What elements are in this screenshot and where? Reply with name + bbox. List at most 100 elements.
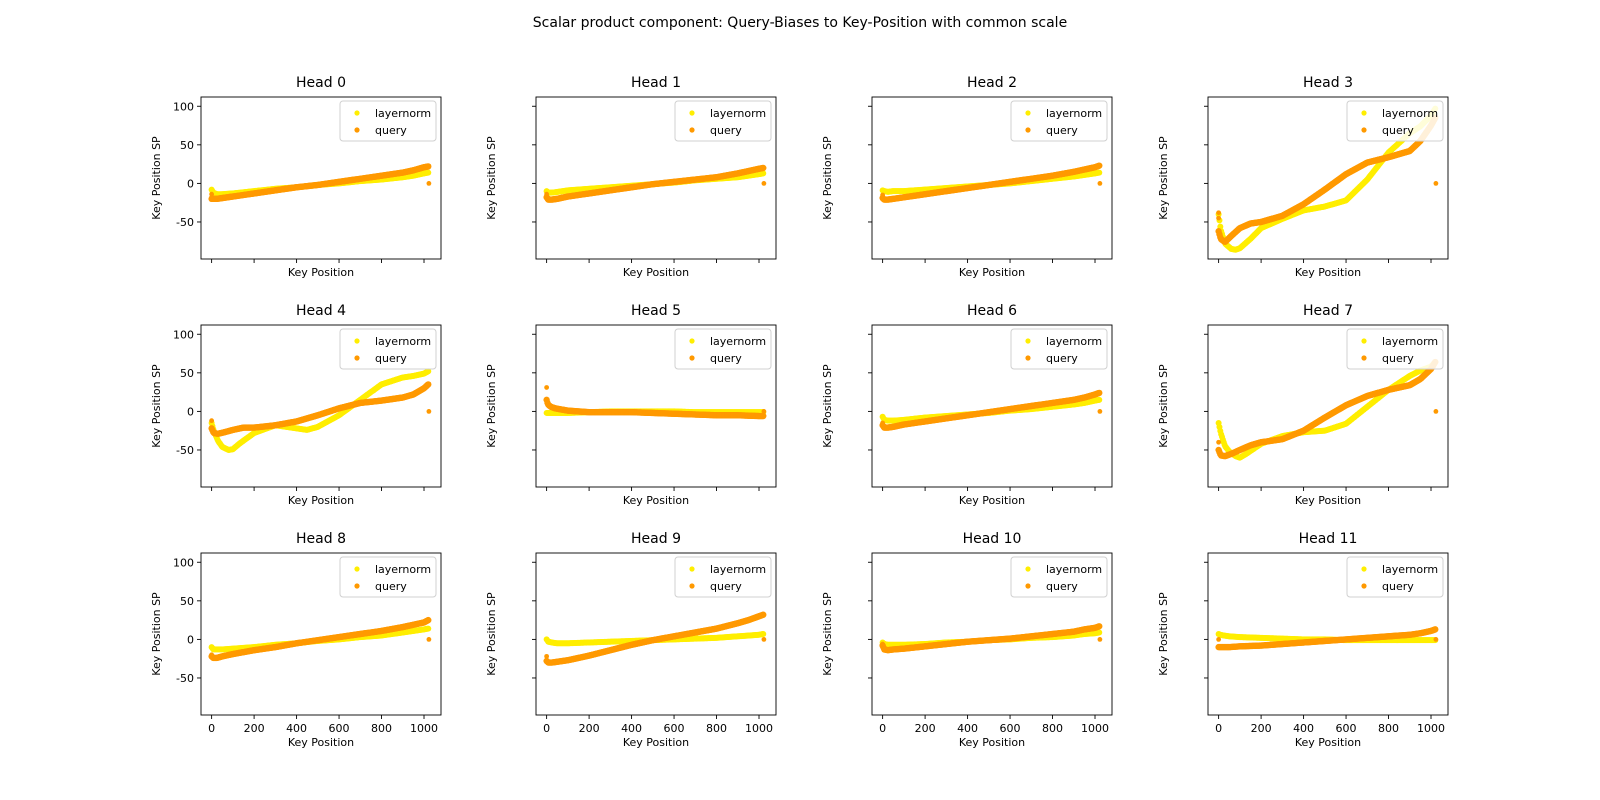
legend-marker-query [1361, 127, 1367, 133]
layernorm-point [425, 169, 432, 176]
legend-label-query: query [710, 352, 742, 365]
legend-marker-query [689, 127, 695, 133]
legend-marker-layernorm [1361, 338, 1367, 344]
y-tick-label: 0 [187, 405, 194, 418]
y-tick-label: 100 [173, 100, 194, 113]
legend-marker-query [1025, 127, 1031, 133]
layernorm-point [760, 170, 767, 177]
legend-marker-layernorm [354, 110, 360, 116]
query-point [760, 164, 767, 172]
legend-label-layernorm: layernorm [710, 335, 766, 348]
x-tick-label: 200 [244, 722, 265, 735]
legend-label-query: query [1382, 124, 1414, 137]
legend-label-query: query [1382, 352, 1414, 365]
legend-marker-query [689, 355, 695, 361]
data-points [879, 162, 1103, 203]
query-point [425, 381, 432, 388]
axes-frame [200, 552, 442, 716]
outlier-point [1097, 181, 1103, 186]
outlier-point [426, 181, 432, 186]
x-axis-label: Key Position [288, 266, 354, 279]
x-axis-label: Key Position [959, 266, 1025, 279]
legend-label-query: query [375, 124, 407, 137]
legend-box [1010, 328, 1108, 370]
y-tick-label: -50 [176, 672, 194, 685]
y-tick-label: 50 [180, 139, 194, 152]
legend-marker-layernorm [354, 338, 360, 344]
y-axis-label: Key Position SP [150, 136, 163, 220]
legend-marker-query [1025, 355, 1031, 361]
subplot-title: Head 6 [967, 303, 1017, 319]
legend-label-layernorm: layernorm [1046, 107, 1102, 120]
axes-frame [871, 96, 1113, 260]
y-axis-label: Key Position SP [485, 136, 498, 220]
outlier-point [761, 181, 767, 186]
outlier-point [1216, 215, 1222, 221]
axes-frame [200, 96, 442, 260]
query-point [1096, 389, 1103, 397]
x-axis-label: Key Position [1295, 266, 1361, 279]
subplot-title: Head 3 [1303, 75, 1353, 91]
y-tick-label: 100 [173, 556, 194, 569]
subplot-title: Head 4 [296, 303, 346, 319]
legend-label-layernorm: layernorm [1046, 335, 1102, 348]
query-point [425, 616, 432, 624]
x-axis-label: Key Position [623, 266, 689, 279]
legend-label-layernorm: layernorm [375, 335, 431, 348]
data-points [543, 611, 767, 666]
legend-label-layernorm: layernorm [375, 563, 431, 576]
data-points [1215, 358, 1439, 461]
legend-label-layernorm: layernorm [375, 107, 431, 120]
subplot-title: Head 9 [631, 531, 681, 547]
legend-marker-layernorm [1025, 338, 1031, 344]
y-tick-label: -50 [176, 444, 194, 457]
data-points [208, 368, 432, 453]
legend-marker-query [354, 355, 360, 361]
x-axis-label: Key Position [288, 736, 354, 749]
y-axis-label: Key Position SP [821, 136, 834, 220]
legend-marker-layernorm [1361, 110, 1367, 116]
legend: layernorm query [674, 328, 772, 370]
x-tick-label: 1000 [410, 722, 438, 735]
legend-marker-layernorm [1025, 110, 1031, 116]
legend-box [674, 100, 772, 142]
outlier-point [1097, 409, 1103, 414]
query-point [760, 412, 767, 420]
outlier-point [544, 191, 550, 197]
y-tick-label: -50 [176, 216, 194, 229]
legend-box [339, 556, 437, 598]
legend-marker-layernorm [689, 110, 695, 116]
legend-label-query: query [1046, 124, 1078, 137]
data-points [208, 616, 432, 662]
outlier-point [209, 418, 215, 424]
legend-box [339, 100, 437, 142]
axes-frame [1207, 324, 1449, 488]
data-points [879, 389, 1103, 431]
y-axis-label: Key Position SP [821, 364, 834, 448]
legend-box [339, 328, 437, 370]
legend-box [674, 328, 772, 370]
legend-label-layernorm: layernorm [710, 107, 766, 120]
figure-title: Scalar product component: Query-Biases t… [533, 15, 1067, 31]
x-tick-label: 800 [371, 722, 392, 735]
x-axis-label: Key Position [1295, 494, 1361, 507]
legend: layernorm query [1010, 100, 1108, 142]
data-points [208, 163, 432, 203]
data-points [543, 164, 767, 203]
x-tick-label: 400 [286, 722, 307, 735]
outlier-point [761, 409, 767, 414]
